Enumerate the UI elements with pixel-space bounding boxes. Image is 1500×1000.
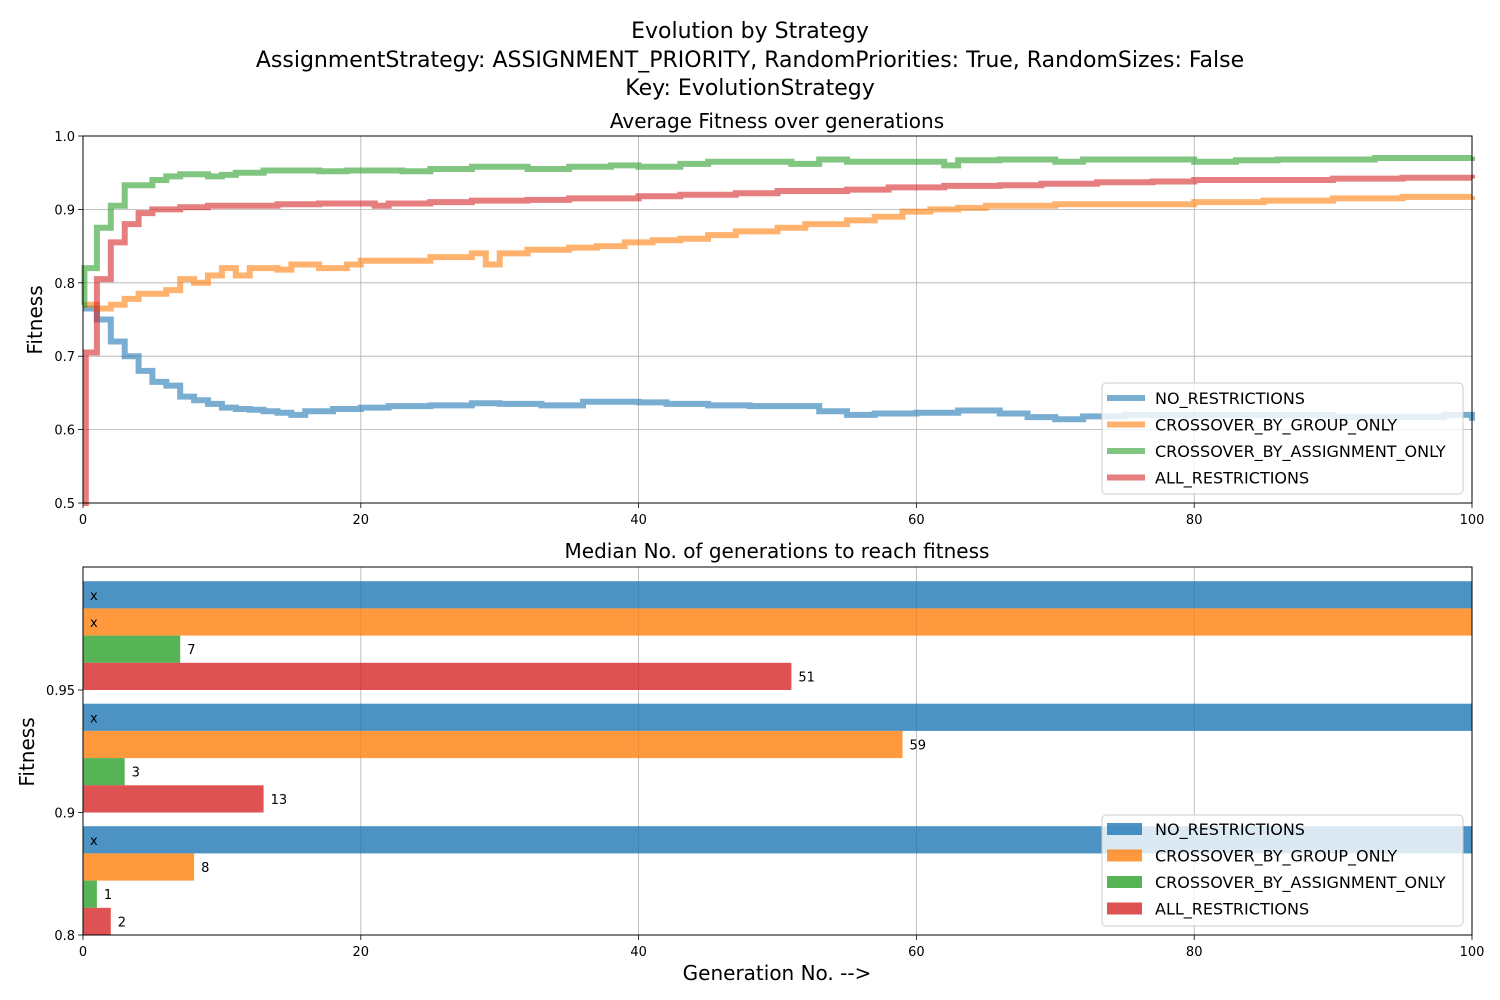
line-chart-y-tick-label: 0.9 [54,203,75,218]
bar-value-label: x [90,616,98,631]
line-series-crossover-by-assignment-only [81,155,1475,308]
bar-value-label: 3 [132,766,140,781]
line-chart-legend: NO_RESTRICTIONS CROSSOVER_BY_GROUP_ONLY CR… [1101,382,1464,495]
bar-all-restrictions [83,907,111,935]
line-chart-y-tick-label: 1.0 [54,130,75,145]
bar-chart-x-tick-label: 60 [908,945,925,960]
bar-chart-y-axis-label: Fitness [15,717,39,786]
bar-chart-legend-swatch [1107,902,1142,915]
line-chart-title: Average Fitness over generations [610,109,944,133]
bar-all-restrictions [83,662,792,690]
bar-value-label: 59 [910,739,927,754]
bar-chart-legend-label: CROSSOVER_BY_GROUP_ONLY [1155,847,1397,867]
bar-value-label: x [90,589,98,604]
line-chart-series [81,155,1475,506]
bar-value-label: 13 [271,793,288,808]
bar-chart-title: Median No. of generations to reach fitne… [565,539,990,563]
line-chart-legend-label: CROSSOVER_BY_ASSIGNMENT_ONLY [1155,442,1446,462]
bar-chart-median-generations: Median No. of generations to reach fitne… [15,539,1484,985]
line-chart-legend-label: ALL_RESTRICTIONS [1155,469,1309,489]
bar-crossover-by-assignment-only [83,758,125,786]
line-chart-ticks: 0 20 40 60 80 100 0.5 0.6 0.7 0.8 0.9 1.0 [54,130,1484,528]
bar-value-label: 2 [118,915,126,930]
line-chart-y-axis-label: Fitness [23,285,47,354]
line-series-crossover-by-group-only [83,193,1475,312]
figure-title-line-1: Evolution by Strategy [631,19,869,44]
line-chart-x-tick-label: 20 [353,513,370,528]
figure-title-line-3: Key: EvolutionStrategy [625,76,875,101]
line-series-no-restrictions [83,305,1475,423]
bar-chart-x-tick-label: 20 [353,945,370,960]
line-chart-y-tick-label: 0.7 [54,350,75,365]
bar-crossover-by-group-only [83,608,1472,636]
bar-chart-legend-label: ALL_RESTRICTIONS [1155,900,1309,920]
line-chart-x-tick-label: 100 [1460,513,1485,528]
bar-chart-legend-label: CROSSOVER_BY_ASSIGNMENT_ONLY [1155,873,1446,893]
bar-crossover-by-assignment-only [83,635,181,663]
bar-chart-ticks: 0 20 40 60 80 100 0.8 0.9 0.95 [46,684,1484,960]
line-chart-legend-label: CROSSOVER_BY_GROUP_ONLY [1155,416,1397,436]
bar-value-label: 7 [187,643,195,658]
bar-value-label: 1 [104,888,112,903]
bar-crossover-by-group-only [83,853,195,881]
line-chart-legend-label: NO_RESTRICTIONS [1155,389,1305,409]
bar-chart-x-tick-label: 0 [79,945,87,960]
bar-chart-x-tick-label: 80 [1186,945,1203,960]
line-chart-legend-box [1101,382,1464,495]
line-chart-average-fitness: Average Fitness over generations Fitness… [23,109,1484,528]
bar-no-restrictions [83,703,1472,731]
bar-chart-x-tick-label: 40 [630,945,647,960]
bar-value-label: 51 [798,670,815,685]
bar-chart-y-tick-label: 0.95 [46,684,75,699]
bar-chart-legend-swatch [1107,876,1142,888]
line-chart-frame [82,135,1473,504]
bar-crossover-by-group-only [83,730,903,759]
line-chart-x-tick-label: 0 [79,513,87,528]
bar-chart-y-tick-label: 0.9 [54,807,75,822]
bar-value-label: x [90,834,98,849]
line-chart-y-tick-label: 0.5 [54,497,75,512]
bar-chart-legend-box [1101,814,1464,927]
line-chart-y-tick-label: 0.6 [54,424,75,439]
line-chart-y-tick-label: 0.8 [54,277,75,292]
bar-crossover-by-assignment-only [83,880,97,908]
line-chart-x-tick-label: 80 [1186,513,1203,528]
bar-chart-legend-swatch [1107,823,1142,835]
bar-chart-x-tick-label: 100 [1460,945,1485,960]
bar-no-restrictions [83,581,1472,609]
figure-title-line-2: AssignmentStrategy: ASSIGNMENT_PRIORITY,… [256,48,1244,73]
bar-value-label: 8 [201,861,209,876]
bar-value-label: x [90,711,98,726]
line-chart-x-tick-label: 60 [908,513,925,528]
bar-chart-y-tick-label: 0.8 [54,929,75,944]
line-chart-x-tick-label: 40 [630,513,647,528]
line-series-all-restrictions [82,174,1475,506]
bar-chart-legend-swatch [1107,849,1142,862]
bar-chart-legend: NO_RESTRICTIONS CROSSOVER_BY_GROUP_ONLY CR… [1101,814,1464,927]
bar-chart-legend-label: NO_RESTRICTIONS [1155,820,1305,840]
bar-chart-frame [82,566,1473,936]
bar-all-restrictions [83,785,264,813]
bar-chart-x-axis-label: Generation No. --> [683,961,872,985]
